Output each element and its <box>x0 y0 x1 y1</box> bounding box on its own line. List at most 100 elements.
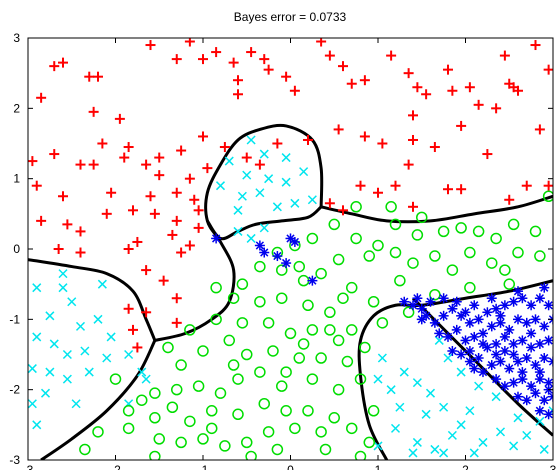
circle-point <box>206 405 218 417</box>
star-point <box>412 293 423 304</box>
star-point <box>499 300 510 311</box>
cross-point <box>259 149 269 159</box>
y-tick-label: -2 <box>9 383 20 397</box>
star-point <box>491 349 502 360</box>
circle-point <box>79 443 91 456</box>
plus-point <box>189 194 200 205</box>
circle-point <box>306 373 319 385</box>
cross-point <box>233 226 243 236</box>
cross-point <box>71 399 81 409</box>
cross-point <box>386 385 396 395</box>
circle-point <box>328 412 340 424</box>
circle-point <box>171 383 183 396</box>
star-point <box>513 356 523 367</box>
plus-point <box>128 205 138 216</box>
plus-point <box>408 110 418 121</box>
star-point <box>508 377 519 388</box>
plus-point <box>359 131 370 142</box>
circle-point <box>271 443 284 456</box>
plus-point <box>88 106 99 117</box>
cross-point <box>58 269 68 279</box>
star-point <box>307 275 318 286</box>
x-tick-label: 0 <box>287 463 294 470</box>
cross-point <box>430 444 440 454</box>
star-point <box>451 296 462 307</box>
star-point <box>478 338 488 349</box>
plus-point <box>211 47 222 58</box>
plus-point <box>377 138 388 149</box>
circle-point <box>455 222 467 234</box>
plus-point <box>359 75 370 86</box>
plus-point <box>75 159 86 170</box>
plus-point <box>333 124 344 135</box>
circle-point <box>350 201 362 213</box>
circle-point <box>184 415 196 428</box>
circle-point <box>122 405 135 417</box>
star-point <box>513 391 523 402</box>
series-1 <box>28 135 553 458</box>
circle-point <box>306 232 319 245</box>
series-0 <box>28 38 553 353</box>
star-point <box>521 317 532 328</box>
cross-point <box>495 427 506 437</box>
plus-point <box>171 187 182 198</box>
circle-point <box>210 313 222 326</box>
circle-point <box>324 324 336 336</box>
series-3 <box>211 233 553 420</box>
plus-point <box>101 208 112 219</box>
cross-point <box>377 353 387 363</box>
cross-point <box>102 353 112 363</box>
circle-point <box>503 278 515 290</box>
circle-point <box>446 264 459 276</box>
star-point <box>443 331 453 342</box>
plus-point <box>171 293 182 304</box>
star-point <box>478 367 488 378</box>
plus-point <box>338 61 348 72</box>
plus-point <box>456 120 467 131</box>
star-point <box>508 296 519 307</box>
plus-point <box>53 244 64 254</box>
cross-point <box>259 223 269 233</box>
star-point <box>259 247 270 258</box>
circle-point <box>293 352 305 364</box>
star-point <box>534 367 545 378</box>
cross-point <box>281 177 291 187</box>
plus-point <box>530 40 541 51</box>
star-point <box>486 293 497 304</box>
star-point <box>521 395 532 406</box>
y-tick-label: 0 <box>13 242 20 256</box>
star-point <box>548 356 553 367</box>
circle-point <box>367 405 380 417</box>
star-point <box>513 286 523 297</box>
circle-point <box>324 306 336 319</box>
plus-point <box>482 149 493 160</box>
plus-point <box>58 57 68 68</box>
circle-point <box>363 250 375 262</box>
plus-point <box>158 275 169 286</box>
star-point <box>460 335 471 346</box>
star-point <box>425 296 436 307</box>
circle-point <box>197 433 209 445</box>
circle-point <box>276 264 288 276</box>
cross-point <box>62 374 72 384</box>
circle-point <box>254 260 266 273</box>
cross-point <box>399 367 409 377</box>
circle-point <box>359 341 371 354</box>
circle-point <box>319 443 332 456</box>
star-point <box>534 293 545 304</box>
cross-point <box>412 378 422 388</box>
y-tick-label: 1 <box>13 172 20 186</box>
plus-point <box>543 180 553 191</box>
cross-point <box>255 188 265 198</box>
cross-point <box>491 392 501 402</box>
cross-point <box>215 181 226 191</box>
star-point <box>508 338 519 349</box>
plus-point <box>254 159 265 170</box>
cross-point <box>32 420 42 430</box>
y-tick-label: 3 <box>13 31 20 45</box>
cross-point <box>373 441 383 451</box>
circle-point <box>354 373 367 385</box>
plus-point <box>390 180 401 191</box>
cross-point <box>49 339 59 349</box>
